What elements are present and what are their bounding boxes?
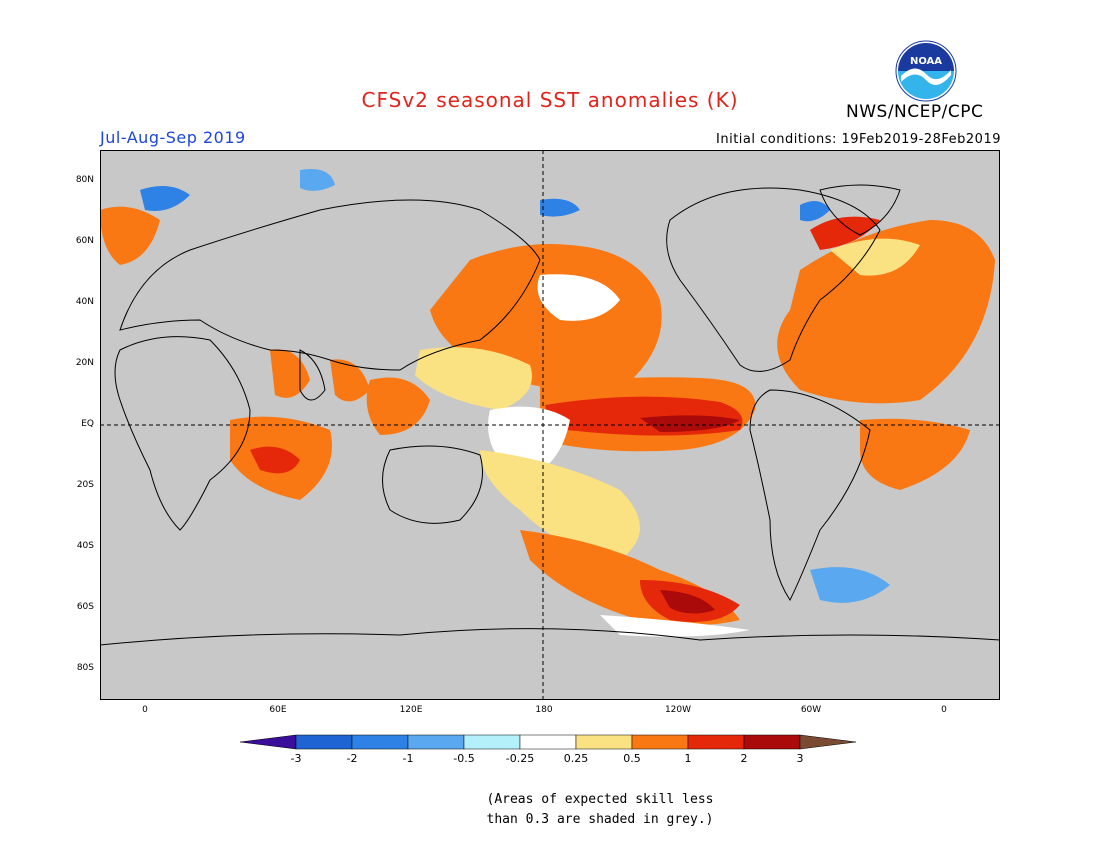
north-atlantic-yellow [830, 238, 920, 276]
lon-label: 120E [399, 705, 423, 715]
note-line-2: than 0.3 are shaded in grey.) [486, 812, 714, 827]
colorbar-label: 0.5 [623, 752, 641, 765]
southern-atlantic-blue [810, 567, 890, 603]
maritime-orange [366, 377, 430, 435]
colorbar-label: 2 [740, 752, 748, 765]
skill-note: (Areas of expected skill less than 0.3 a… [460, 790, 740, 830]
colorbar-arrow-high [799, 734, 857, 750]
north-america-outline [666, 187, 881, 372]
lat-label: 20N [75, 357, 94, 368]
lon-label: 0 [941, 705, 947, 715]
colorbar-segment [351, 734, 409, 750]
colorbar-segment [631, 734, 689, 750]
lat-label: 60S [76, 602, 94, 613]
eurasia-outline [119, 199, 541, 371]
arctic-blue-2 [540, 198, 580, 217]
lon-label: 60E [269, 705, 287, 715]
colorbar-segment [743, 734, 801, 750]
colorbar-label: -1 [402, 752, 414, 765]
logo-text: NOAA [910, 56, 942, 67]
south-pacific-yellow [480, 450, 640, 560]
colorbar-label: 0.25 [563, 752, 589, 765]
north-atlantic-red [810, 216, 880, 250]
africa-outline [114, 336, 251, 531]
colorbar-segment [575, 734, 633, 750]
greenland-blue [800, 201, 830, 222]
colorbar-segment [687, 734, 745, 750]
australia-outline [382, 445, 483, 524]
lat-label: 40S [76, 541, 94, 552]
pacific-warm-red [545, 396, 743, 436]
colorbar [240, 734, 857, 750]
colorbar-label: 1 [684, 752, 692, 765]
lon-label: 120W [664, 705, 692, 715]
southern-white-1 [600, 615, 750, 637]
south-pacific-darkred [660, 590, 715, 614]
colorbar-label: 3 [796, 752, 804, 765]
noaa-logo: NOAA [895, 40, 957, 102]
colorbar-segment [519, 734, 577, 750]
lat-label: 80N [75, 174, 94, 185]
colorbar-arrow-low [240, 734, 297, 750]
colorbar-label: -0.25 [505, 752, 535, 765]
south-america-outline [749, 389, 871, 601]
lat-label: EQ [81, 419, 94, 429]
colorbar-segment [295, 734, 353, 750]
india-outline [299, 349, 326, 401]
season-label: Jul-Aug-Sep 2019 [100, 128, 246, 147]
lon-label: 180 [535, 705, 553, 715]
colorbar-segment [407, 734, 465, 750]
note-line-1: (Areas of expected skill less [486, 792, 714, 807]
lat-label: 20S [76, 480, 94, 491]
arctic-blue-1 [300, 169, 335, 191]
lon-label: 0 [142, 705, 148, 715]
coastlines [100, 184, 1000, 646]
agency-label: NWS/NCEP/CPC [846, 102, 984, 122]
initial-conditions: Initial conditions: 19Feb2019-28Feb2019 [716, 132, 1001, 147]
lat-label: 40N [75, 296, 94, 307]
antarctica-outline [100, 628, 1000, 646]
greenland-outline [819, 184, 901, 236]
lon-label: 60W [800, 705, 822, 715]
colorbar-segment [463, 734, 521, 750]
north-atlantic-orange [777, 220, 995, 404]
lat-label: 60N [75, 235, 94, 246]
norway-orange [100, 206, 160, 265]
indian-ocean-red [250, 446, 300, 474]
lat-label: 80S [76, 663, 94, 674]
colorbar-label: -2 [346, 752, 358, 765]
pacific-warm-darkred [640, 415, 740, 432]
bay-bengal-orange [330, 359, 370, 402]
tropical-atlantic-orange [860, 418, 970, 490]
north-pacific-white [537, 274, 620, 321]
colorbar-label: -3 [290, 752, 302, 765]
north-pacific-yellow [415, 347, 532, 410]
sst-anomaly-map [100, 150, 1000, 700]
anomaly-shading [100, 169, 995, 637]
north-europe-blue [140, 186, 190, 211]
chart-title: CFSv2 seasonal SST anomalies (K) [361, 88, 739, 112]
colorbar-label: -0.5 [453, 752, 475, 765]
